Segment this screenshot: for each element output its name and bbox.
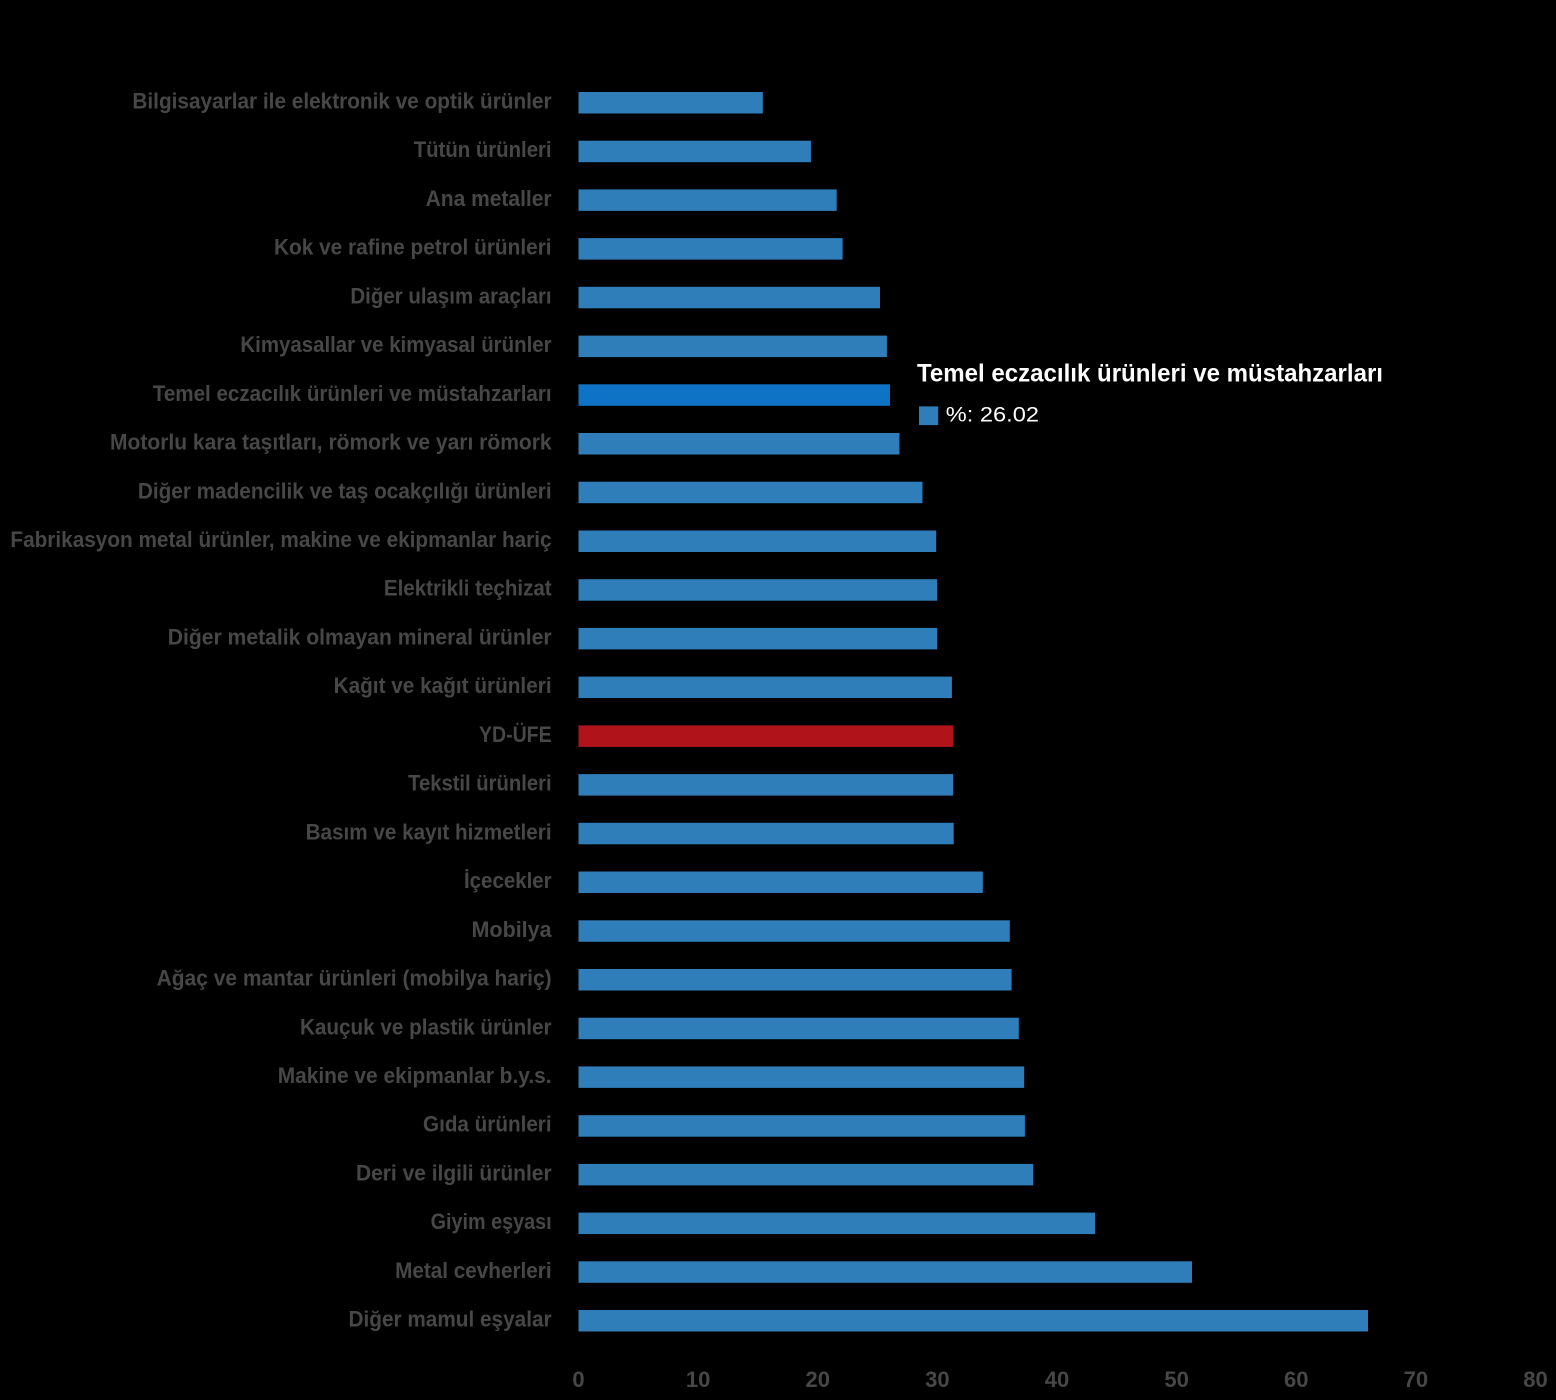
svg-text:80: 80 (1523, 1367, 1547, 1392)
svg-text:Fabrikasyon metal ürünler, mak: Fabrikasyon metal ürünler, makine ve eki… (10, 527, 551, 552)
svg-text:30: 30 (925, 1367, 949, 1392)
svg-text:Mobilya: Mobilya (472, 917, 553, 942)
svg-text:%: 26.02: %: 26.02 (946, 403, 1039, 426)
svg-text:Diğer madencilik ve taş ocakçı: Diğer madencilik ve taş ocakçılığı ürünl… (138, 478, 552, 503)
svg-text:20: 20 (806, 1367, 830, 1392)
svg-text:Kok ve rafine petrol ürünleri: Kok ve rafine petrol ürünleri (274, 235, 552, 260)
svg-text:Kağıt ve kağıt ürünleri: Kağıt ve kağıt ürünleri (334, 673, 552, 698)
svg-text:70: 70 (1404, 1367, 1428, 1392)
svg-text:Kauçuk ve plastik ürünler: Kauçuk ve plastik ürünler (300, 1014, 552, 1039)
svg-text:Temel eczacılık ürünleri ve mü: Temel eczacılık ürünleri ve müstahzarlar… (153, 381, 552, 406)
svg-text:0: 0 (572, 1367, 584, 1392)
svg-text:Makine ve ekipmanlar b.y.s.: Makine ve ekipmanlar b.y.s. (278, 1063, 552, 1088)
svg-text:Motorlu kara taşıtları, römork: Motorlu kara taşıtları, römork ve yarı r… (110, 430, 552, 455)
svg-text:Gıda ürünleri: Gıda ürünleri (423, 1112, 552, 1137)
svg-text:Tütün ürünleri: Tütün ürünleri (414, 137, 552, 162)
svg-text:Giyim eşyası: Giyim eşyası (431, 1209, 552, 1234)
svg-text:Deri ve ilgili ürünler: Deri ve ilgili ürünler (356, 1160, 552, 1185)
svg-text:Ana metaller: Ana metaller (426, 186, 552, 211)
svg-text:Basım ve kayıt hizmetleri: Basım ve kayıt hizmetleri (306, 819, 552, 844)
svg-text:10: 10 (686, 1367, 710, 1392)
svg-text:40: 40 (1045, 1367, 1069, 1392)
svg-text:Diğer ulaşım araçları: Diğer ulaşım araçları (350, 283, 551, 308)
svg-text:Temel eczacılık ürünleri ve mü: Temel eczacılık ürünleri ve müstahzarlar… (917, 359, 1383, 387)
svg-text:Diğer mamul eşyalar: Diğer mamul eşyalar (349, 1307, 552, 1332)
svg-text:Elektrikli teçhizat: Elektrikli teçhizat (384, 576, 552, 601)
svg-text:50: 50 (1164, 1367, 1188, 1392)
svg-text:Kimyasallar ve kimyasal ürünle: Kimyasallar ve kimyasal ürünler (240, 332, 551, 357)
svg-text:Tekstil ürünleri: Tekstil ürünleri (408, 771, 552, 796)
svg-text:Diğer metalik olmayan mineral: Diğer metalik olmayan mineral ürünler (168, 625, 552, 650)
svg-text:Metal cevherleri: Metal cevherleri (395, 1258, 552, 1283)
svg-text:Ağaç ve mantar ürünleri (mobil: Ağaç ve mantar ürünleri (mobilya hariç) (157, 966, 552, 991)
svg-text:YD-ÜFE: YD-ÜFE (479, 722, 552, 747)
svg-text:İçecekler: İçecekler (464, 868, 552, 893)
svg-text:Bilgisayarlar ile elektronik v: Bilgisayarlar ile elektronik ve optik ür… (132, 89, 551, 114)
svg-text:60: 60 (1284, 1367, 1308, 1392)
